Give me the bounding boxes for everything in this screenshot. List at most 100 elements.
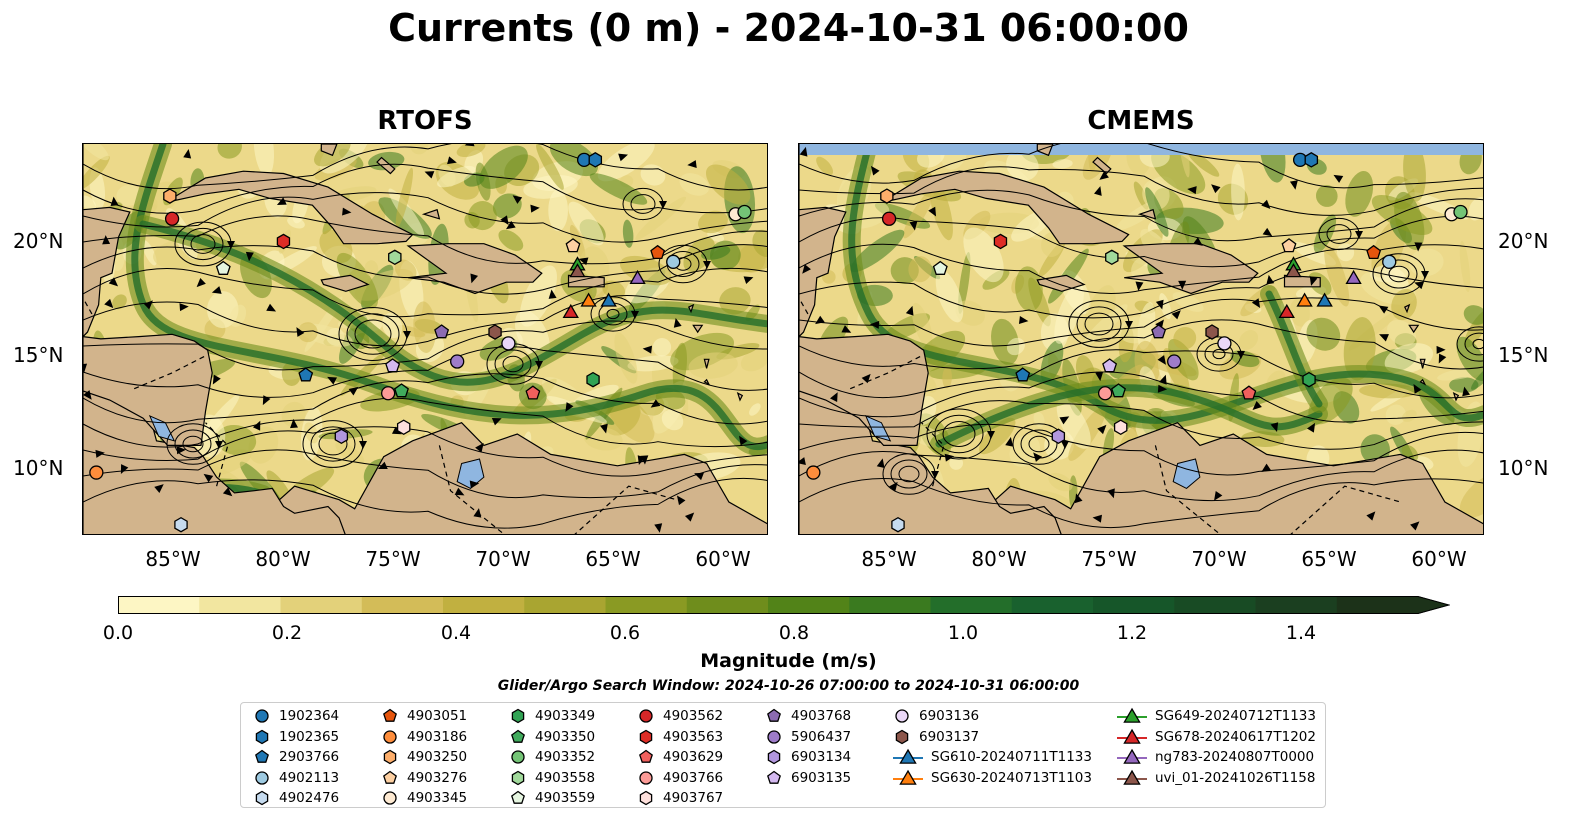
float-marker-4903186	[806, 465, 821, 480]
float-marker-6903135	[1102, 358, 1118, 373]
legend-label: 4903350	[535, 728, 596, 745]
legend-label: SG630-20240713T1103	[931, 769, 1092, 786]
search-window-caption: Glider/Argo Search Window: 2024-10-26 07…	[497, 678, 1080, 694]
lon-tick-cmems-85: 85°W	[861, 547, 917, 571]
hexagon-marker-icon	[767, 749, 781, 765]
cbar-tick-3: 0.6	[609, 622, 641, 644]
legend-label: 4903352	[535, 749, 596, 765]
float-marker-6903134	[334, 428, 349, 445]
cbar-tick-6: 1.2	[1116, 622, 1148, 644]
legend-label: 4903766	[663, 769, 724, 786]
float-marker-4903349	[586, 371, 600, 388]
legend-label: 5906437	[791, 728, 852, 745]
float-marker-2903766	[298, 367, 314, 382]
legend-item: 6903134	[765, 747, 851, 767]
legend-item: 4902113	[253, 768, 339, 788]
legend-item: 6903136	[893, 706, 979, 726]
float-marker-4903352	[1453, 204, 1468, 220]
triangle-marker-icon	[1117, 748, 1147, 764]
cbar-tick-7: 1.4	[1285, 622, 1317, 644]
float-marker-6903134	[1051, 428, 1066, 445]
legend-label: 4903559	[535, 790, 596, 806]
pentagon-marker-icon	[767, 770, 781, 784]
float-marker-4903350	[394, 383, 409, 398]
legend-item: uvi_01-20241026T1158	[1117, 768, 1315, 788]
float-marker-4903563	[993, 233, 1008, 250]
lon-tick-rtofs-65: 65°W	[585, 547, 641, 571]
cbar-tick-1: 0.2	[271, 622, 303, 644]
float-marker-SG678-20240617T1202	[1278, 303, 1295, 319]
legend-label: 1902365	[279, 728, 340, 745]
triangle-marker-icon	[1117, 769, 1147, 785]
lon-tick-cmems-80: 80°W	[971, 547, 1027, 571]
pentagon-marker-icon	[383, 770, 397, 784]
legend-item: SG610-20240711T1133	[893, 747, 1092, 767]
lon-tick-cmems-70: 70°W	[1191, 547, 1247, 571]
legend-label: ng783-20240807T0000	[1155, 749, 1315, 765]
panel-title-cmems: CMEMS	[1087, 106, 1195, 136]
float-marker-4903767	[396, 419, 411, 436]
legend-item: 5906437	[765, 727, 851, 747]
float-marker-4903276	[1281, 238, 1297, 253]
cbar-tick-0: 0.0	[102, 622, 134, 644]
float-marker-4903559	[215, 260, 231, 275]
legend-item: 6903137	[893, 727, 979, 747]
float-marker-4903051	[1366, 244, 1382, 260]
lon-tick-cmems-60: 60°W	[1411, 547, 1467, 571]
legend-item: 4903768	[765, 706, 851, 726]
legend-item: 6903135	[765, 768, 851, 788]
float-marker-4903562	[881, 211, 897, 226]
lat-tick-right-10: 10°N	[1498, 456, 1549, 480]
legend-label: 4902476	[279, 790, 340, 806]
lon-tick-rtofs-80: 80°W	[255, 547, 311, 571]
legend-item: 4903345	[381, 788, 467, 808]
lat-tick-left-20: 20°N	[13, 229, 64, 253]
legend-item: 4903559	[509, 788, 595, 808]
cbar-tick-5: 1.0	[947, 622, 979, 644]
float-marker-4903250	[163, 188, 177, 204]
hexagon-marker-icon	[383, 749, 397, 765]
legend-item: SG649-20240712T1133	[1117, 706, 1316, 726]
float-marker-6903135	[385, 358, 401, 373]
pentagon-marker-icon	[511, 729, 525, 743]
legend-item: 4903276	[381, 768, 467, 788]
legend-label: 4902113	[279, 769, 340, 786]
lon-tick-cmems-65: 65°W	[1301, 547, 1357, 571]
circle-marker-icon	[895, 709, 909, 723]
legend-label: 4903345	[407, 790, 468, 806]
float-marker-6903137	[1205, 324, 1219, 340]
legend-item: 1902364	[253, 706, 339, 726]
triangle-marker-icon	[1117, 728, 1147, 744]
float-marker-4903629	[525, 385, 541, 400]
hexagon-marker-icon	[895, 729, 909, 744]
map-cmems[interactable]	[798, 143, 1484, 535]
legend-label: 4903562	[663, 708, 724, 724]
float-marker-6903136	[501, 336, 516, 351]
lat-tick-left-15: 15°N	[13, 343, 64, 367]
lon-tick-cmems-75: 75°W	[1081, 547, 1137, 571]
hexagon-marker-icon	[255, 729, 269, 744]
legend-label: 4903563	[663, 728, 724, 745]
float-marker-4903558	[1105, 249, 1119, 266]
float-marker-4903766	[1097, 386, 1113, 401]
legend-label: SG649-20240712T1133	[1155, 708, 1316, 724]
colorbar	[118, 596, 1450, 614]
float-marker-uvi_01-20241026T1158	[569, 263, 586, 278]
lat-tick-left-10: 10°N	[13, 456, 64, 480]
legend-item: 4903352	[509, 747, 595, 767]
float-marker-6903137	[488, 324, 502, 340]
legend-item: 2903766	[253, 747, 339, 767]
float-marker-4903051	[650, 244, 666, 260]
float-marker-5906437	[450, 354, 465, 369]
float-marker-SG610-20240711T1133	[600, 292, 617, 307]
pentagon-marker-icon	[383, 708, 397, 722]
float-marker-5906437	[1167, 354, 1182, 369]
float-marker-SG610-20240711T1133	[1316, 292, 1333, 307]
pentagon-marker-icon	[767, 708, 781, 722]
map-rtofs[interactable]	[82, 143, 768, 535]
main-title: Currents (0 m) - 2024-10-31 06:00:00	[388, 6, 1189, 50]
triangle-marker-icon	[1117, 707, 1147, 723]
legend-item: 4903629	[637, 747, 723, 767]
lon-tick-rtofs-70: 70°W	[475, 547, 531, 571]
lon-tick-rtofs-60: 60°W	[695, 547, 751, 571]
